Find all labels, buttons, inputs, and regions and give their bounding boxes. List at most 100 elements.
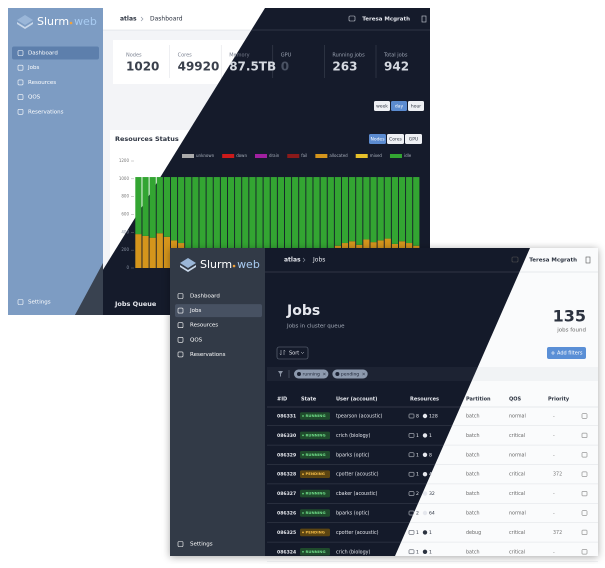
state-label: RUNNING xyxy=(306,510,326,515)
toggle-label[interactable]: GPU xyxy=(409,137,419,143)
nav-item[interactable]: Jobs xyxy=(189,308,201,314)
stat-value: 49920 xyxy=(178,60,220,74)
bar-segment xyxy=(142,177,148,236)
nav-item[interactable]: QOS xyxy=(190,337,203,343)
nav-settings[interactable]: Settings xyxy=(28,300,51,306)
state-dot xyxy=(302,551,304,553)
filter-chip-label: running xyxy=(303,372,321,378)
user-account: bparks (optic) xyxy=(336,452,370,458)
node-count: 1 xyxy=(416,452,419,458)
user-account: cpotter (acoustic) xyxy=(336,530,379,536)
cpu-icon xyxy=(423,433,427,437)
legend-label: idle xyxy=(404,153,412,158)
column-header: Partition xyxy=(466,397,491,403)
job-id[interactable]: 086328 xyxy=(277,472,296,478)
priority: - xyxy=(553,492,555,497)
stat-label: Nodes xyxy=(126,53,142,59)
column-header: State xyxy=(301,397,317,403)
legend-label: down xyxy=(236,153,247,158)
cpu-icon xyxy=(423,491,427,495)
bar-segment xyxy=(164,177,170,237)
chip-icon xyxy=(297,372,301,376)
bar-segment xyxy=(178,177,184,243)
chart-title: Resources Status xyxy=(115,135,179,143)
toggle-label[interactable]: Cores xyxy=(389,137,402,143)
job-id[interactable]: 086325 xyxy=(277,530,296,536)
job-id[interactable]: 086326 xyxy=(277,511,296,517)
nav-item[interactable]: Dashboard xyxy=(28,51,58,57)
range-label[interactable]: week xyxy=(376,104,388,110)
breadcrumb-cluster[interactable]: atlas xyxy=(284,257,301,264)
nav-item[interactable]: Jobs xyxy=(27,65,39,71)
user-account: tpearson (acoustic) xyxy=(336,414,383,420)
node-count: 8 xyxy=(416,414,419,420)
bar-segment xyxy=(378,177,384,240)
user-name[interactable]: Teresa Mcgrath xyxy=(362,17,410,23)
job-id[interactable]: 086330 xyxy=(277,433,296,439)
partition: batch xyxy=(466,452,480,458)
breadcrumb-page: Dashboard xyxy=(150,16,183,23)
add-filters-label[interactable]: Add filters xyxy=(557,351,583,357)
user-name[interactable]: Teresa Mcgrath xyxy=(529,258,577,264)
nav-item[interactable]: QOS xyxy=(28,95,41,101)
cpu-icon xyxy=(423,472,427,476)
qos: critical xyxy=(509,491,525,497)
bar-segment xyxy=(150,238,156,268)
stat-label: Total jobs xyxy=(383,53,408,59)
state-dot xyxy=(302,454,304,456)
nav-item[interactable]: Reservations xyxy=(190,352,226,358)
cpu-count: 1 xyxy=(429,549,432,555)
node-count: 1 xyxy=(416,549,419,555)
legend-label: unknown xyxy=(196,153,215,158)
range-label[interactable]: day xyxy=(395,104,404,110)
qos: critical xyxy=(509,530,525,536)
qos: critical xyxy=(509,472,525,478)
state-dot xyxy=(302,493,304,495)
cpu-icon xyxy=(423,550,427,554)
job-id[interactable]: 086324 xyxy=(277,549,296,555)
column-header: Resources xyxy=(410,397,439,403)
bar-segment xyxy=(157,177,163,233)
nav-item[interactable]: Reservations xyxy=(28,109,64,115)
filter-chip-label: pending xyxy=(341,372,359,378)
toggle-label[interactable]: Nodes xyxy=(370,137,385,143)
priority: - xyxy=(553,453,555,458)
job-count: 135 xyxy=(553,307,586,326)
stat-value: 0 xyxy=(281,60,289,74)
nav-item[interactable]: Resources xyxy=(190,323,218,329)
state-label: PENDING xyxy=(306,529,325,534)
y-tick-label: 600 xyxy=(121,212,129,217)
range-label[interactable]: hour xyxy=(411,104,421,110)
column-header: QOS xyxy=(509,397,522,403)
stat-value: 942 xyxy=(384,60,409,74)
job-id[interactable]: 086327 xyxy=(277,491,296,497)
sort-label[interactable]: Sort xyxy=(289,351,299,357)
job-id[interactable]: 086331 xyxy=(277,414,296,420)
bar-segment xyxy=(349,177,355,241)
breadcrumb-cluster[interactable]: atlas xyxy=(120,16,137,23)
nav-item[interactable]: Dashboard xyxy=(190,294,220,300)
nav-item[interactable]: Resources xyxy=(28,80,56,86)
job-id[interactable]: 086329 xyxy=(277,452,296,458)
column-header: Priority xyxy=(548,397,570,403)
bar-segment xyxy=(370,177,376,242)
user-account: cbaker (acoustic) xyxy=(336,491,377,497)
legend-swatch xyxy=(222,154,234,158)
logo-dot xyxy=(233,265,236,268)
priority: - xyxy=(553,434,555,439)
partition: batch xyxy=(466,549,480,555)
nav-settings[interactable]: Settings xyxy=(190,542,213,548)
qos: critical xyxy=(509,433,525,439)
bar-segment xyxy=(135,177,141,234)
qos: normal xyxy=(509,452,526,458)
page-subtitle: Jobs in cluster queue xyxy=(286,324,345,330)
chip-icon xyxy=(335,372,339,376)
state-dot xyxy=(302,435,304,437)
stat-label: GPU xyxy=(281,53,292,59)
bar-segment xyxy=(413,177,419,246)
state-label: PENDING xyxy=(306,471,325,476)
node-count: 2 xyxy=(416,491,419,497)
user-account: cpotter (acoustic) xyxy=(336,472,379,478)
bar-segment xyxy=(150,177,156,238)
